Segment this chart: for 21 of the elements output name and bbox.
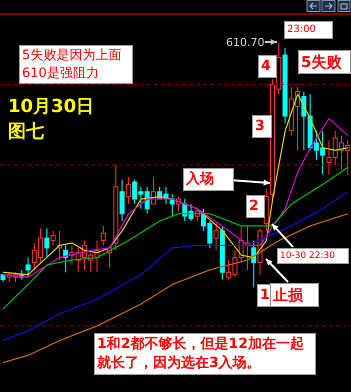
candlestick: [120, 179, 125, 222]
annotation: 2: [246, 195, 265, 218]
candlestick: [44, 228, 50, 258]
annotation: 5失败: [298, 50, 351, 74]
text: 1和2都不够长，但是12加在一起就长了，因为选在3入场。: [94, 333, 316, 375]
candlestick: [50, 230, 56, 246]
text: 1: [257, 284, 274, 307]
annotation: 入场: [183, 168, 234, 191]
text: 23:00: [284, 21, 333, 38]
annotation: 图七: [8, 120, 45, 144]
candlestick: [214, 222, 219, 251]
annotation: 止损: [270, 283, 319, 308]
annotation: 10月30日: [8, 95, 96, 119]
candlestick: [100, 225, 106, 246]
annotation: 5失败是因为上面610是强阻力: [19, 45, 133, 84]
annotation: 10-30 22:30: [277, 248, 349, 264]
candlestick: [26, 257, 31, 278]
candlestick: [126, 176, 131, 204]
annotation: 3: [252, 115, 272, 138]
annotation: 610.70: [226, 36, 266, 51]
annotation: 4: [258, 55, 277, 78]
